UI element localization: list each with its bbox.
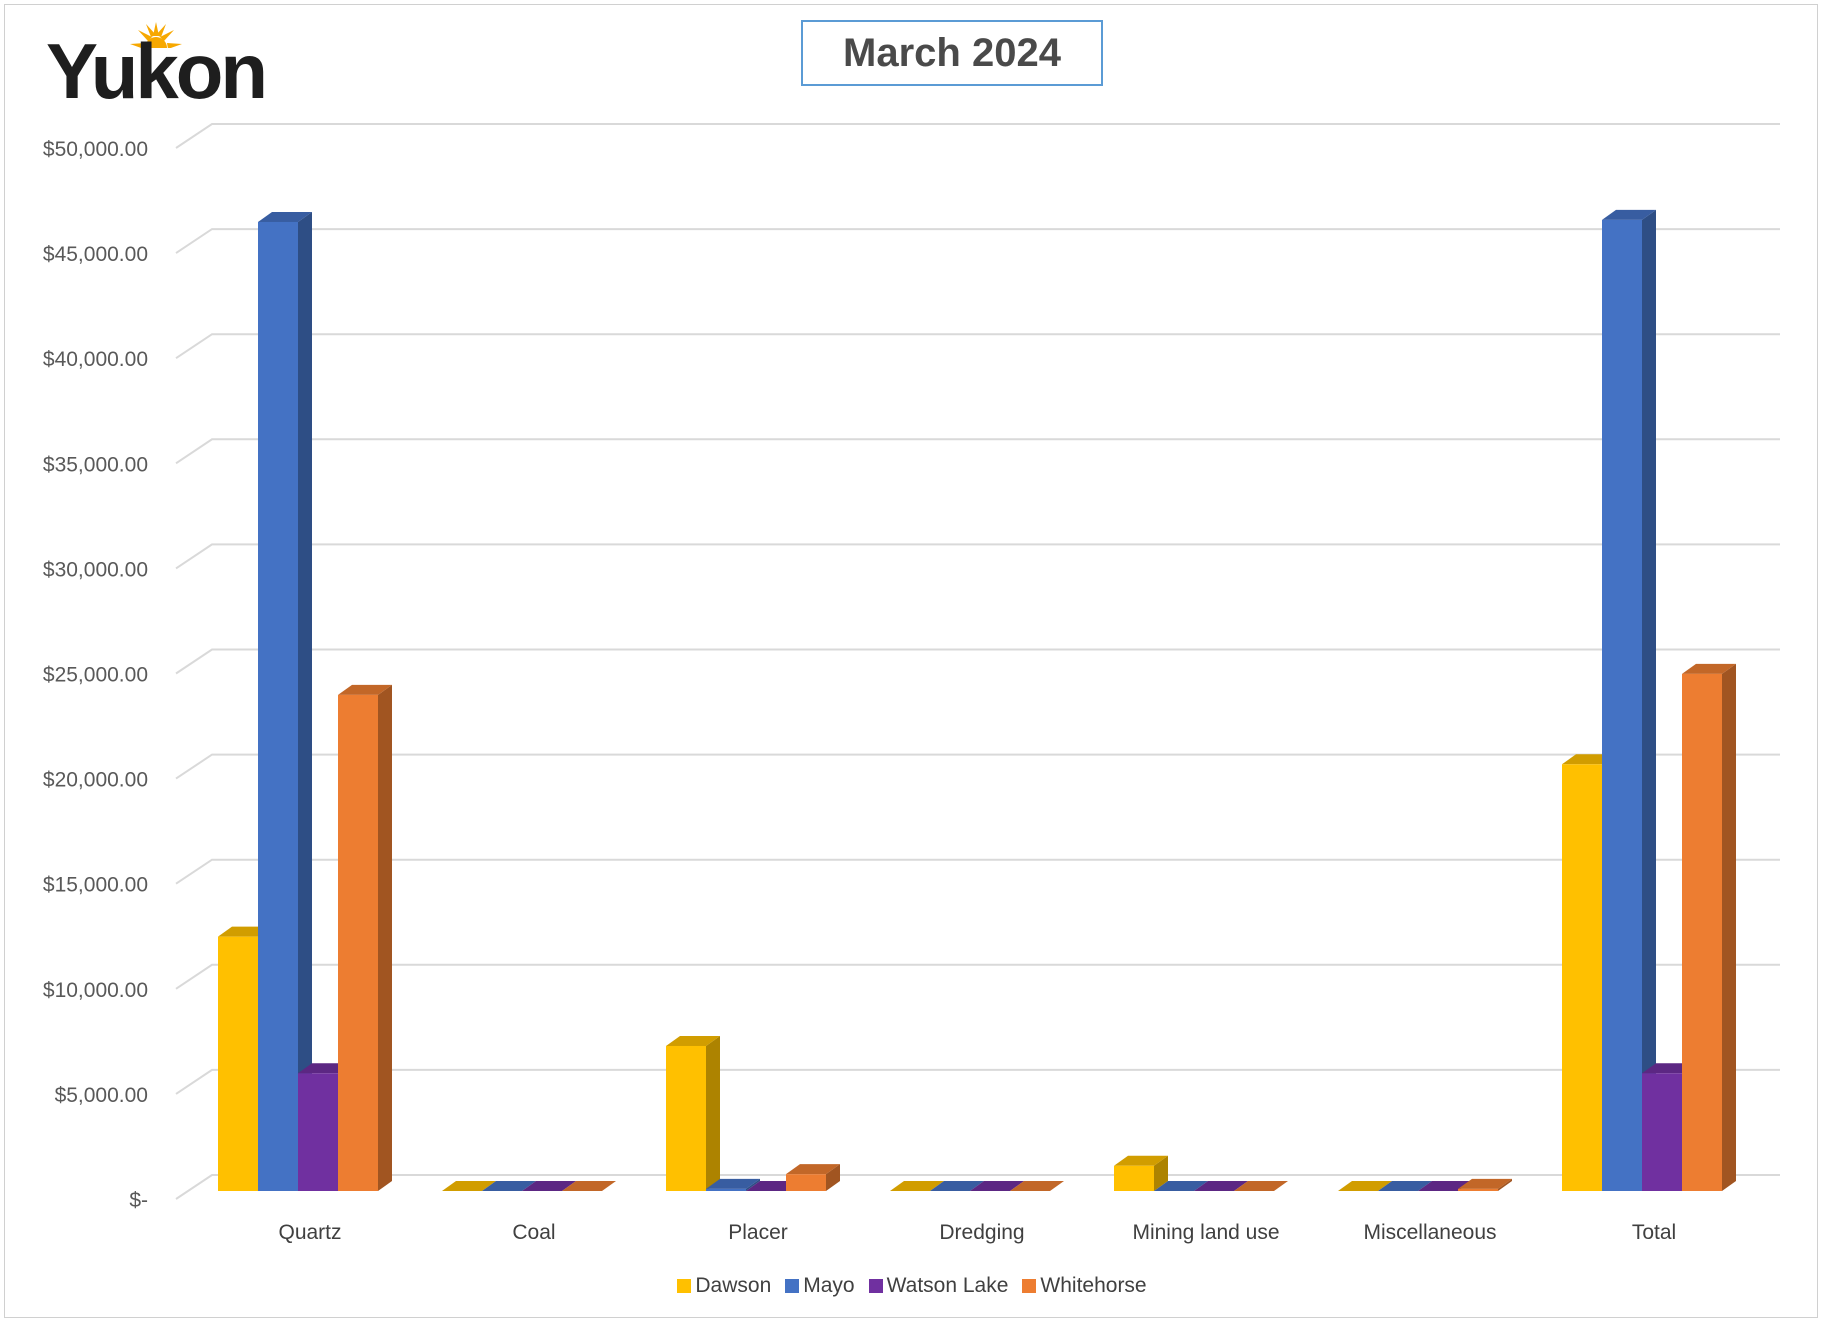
bar (666, 1035, 720, 1191)
bar (482, 1181, 536, 1191)
legend-swatch (868, 1279, 883, 1293)
bar (1458, 1178, 1512, 1191)
legend-item: Watson Lake (868, 1274, 1009, 1298)
legend-swatch (677, 1279, 692, 1293)
bar (1154, 1181, 1208, 1191)
bar (786, 1164, 840, 1191)
gridline (175, 228, 1780, 254)
x-tick-label: Mining land use (1132, 1221, 1279, 1244)
legend-item: Whitehorse (1022, 1274, 1147, 1298)
bar (1234, 1181, 1288, 1191)
bar (1338, 1181, 1392, 1191)
legend-item: Mayo (785, 1274, 855, 1298)
bar (706, 1178, 760, 1191)
x-tick-label: Total (1632, 1221, 1676, 1244)
bar (890, 1181, 944, 1191)
gridline (175, 858, 1780, 885)
bar (1194, 1181, 1248, 1191)
y-tick-label: $25,000.00 (43, 664, 148, 687)
x-tick-label: Miscellaneous (1363, 1221, 1496, 1244)
bar (258, 211, 312, 1191)
bar (1418, 1181, 1472, 1191)
yukon-wordmark: Yukon (46, 27, 268, 115)
gridline (175, 648, 1780, 675)
y-tick-label: $50,000.00 (43, 138, 148, 161)
yukon-logo: Yukon (46, 10, 276, 110)
bar (338, 684, 392, 1191)
legend-label: Mayo (803, 1274, 855, 1297)
bar (522, 1181, 576, 1191)
bar (1010, 1181, 1064, 1191)
bar (1378, 1181, 1432, 1191)
bar (1114, 1155, 1168, 1191)
y-tick-label: $10,000.00 (43, 979, 148, 1002)
gridline (175, 963, 1780, 990)
y-tick-label: $5,000.00 (55, 1084, 148, 1107)
y-tick-label: $40,000.00 (43, 348, 148, 371)
bar (970, 1181, 1024, 1191)
bar (442, 1181, 496, 1191)
bar (930, 1181, 984, 1191)
legend-label: Dawson (695, 1274, 772, 1297)
legend-label: Whitehorse (1040, 1274, 1147, 1297)
chart-title-box: March 2024 (801, 20, 1103, 86)
y-tick-label: $20,000.00 (43, 769, 148, 792)
y-tick-label: $15,000.00 (43, 874, 148, 897)
gridline (175, 753, 1780, 780)
gridline (175, 1068, 1780, 1095)
legend-label: Watson Lake (886, 1274, 1009, 1297)
chart-title: March 2024 (843, 30, 1061, 75)
legend-swatch (1022, 1279, 1037, 1293)
sun-icon (126, 22, 186, 68)
bar (562, 1181, 616, 1191)
bar (1682, 663, 1736, 1191)
x-tick-label: Placer (728, 1221, 788, 1244)
x-tick-label: Dredging (939, 1221, 1024, 1244)
bar (1602, 209, 1656, 1192)
y-tick-label: $- (129, 1189, 148, 1212)
gridline (175, 543, 1780, 570)
gridline (175, 1174, 1780, 1200)
y-tick-label: $45,000.00 (43, 243, 148, 266)
y-tick-label: $35,000.00 (43, 453, 148, 476)
chart-legend: Dawson Mayo Watson Lake Whitehorse (0, 1274, 1824, 1298)
gridline (175, 333, 1780, 360)
y-tick-label: $30,000.00 (43, 558, 148, 581)
legend-item: Dawson (677, 1274, 771, 1298)
x-tick-label: Quartz (278, 1221, 341, 1244)
gridline (175, 123, 1780, 149)
gridline (175, 438, 1780, 465)
legend-swatch (785, 1279, 800, 1293)
x-tick-label: Coal (512, 1221, 555, 1244)
